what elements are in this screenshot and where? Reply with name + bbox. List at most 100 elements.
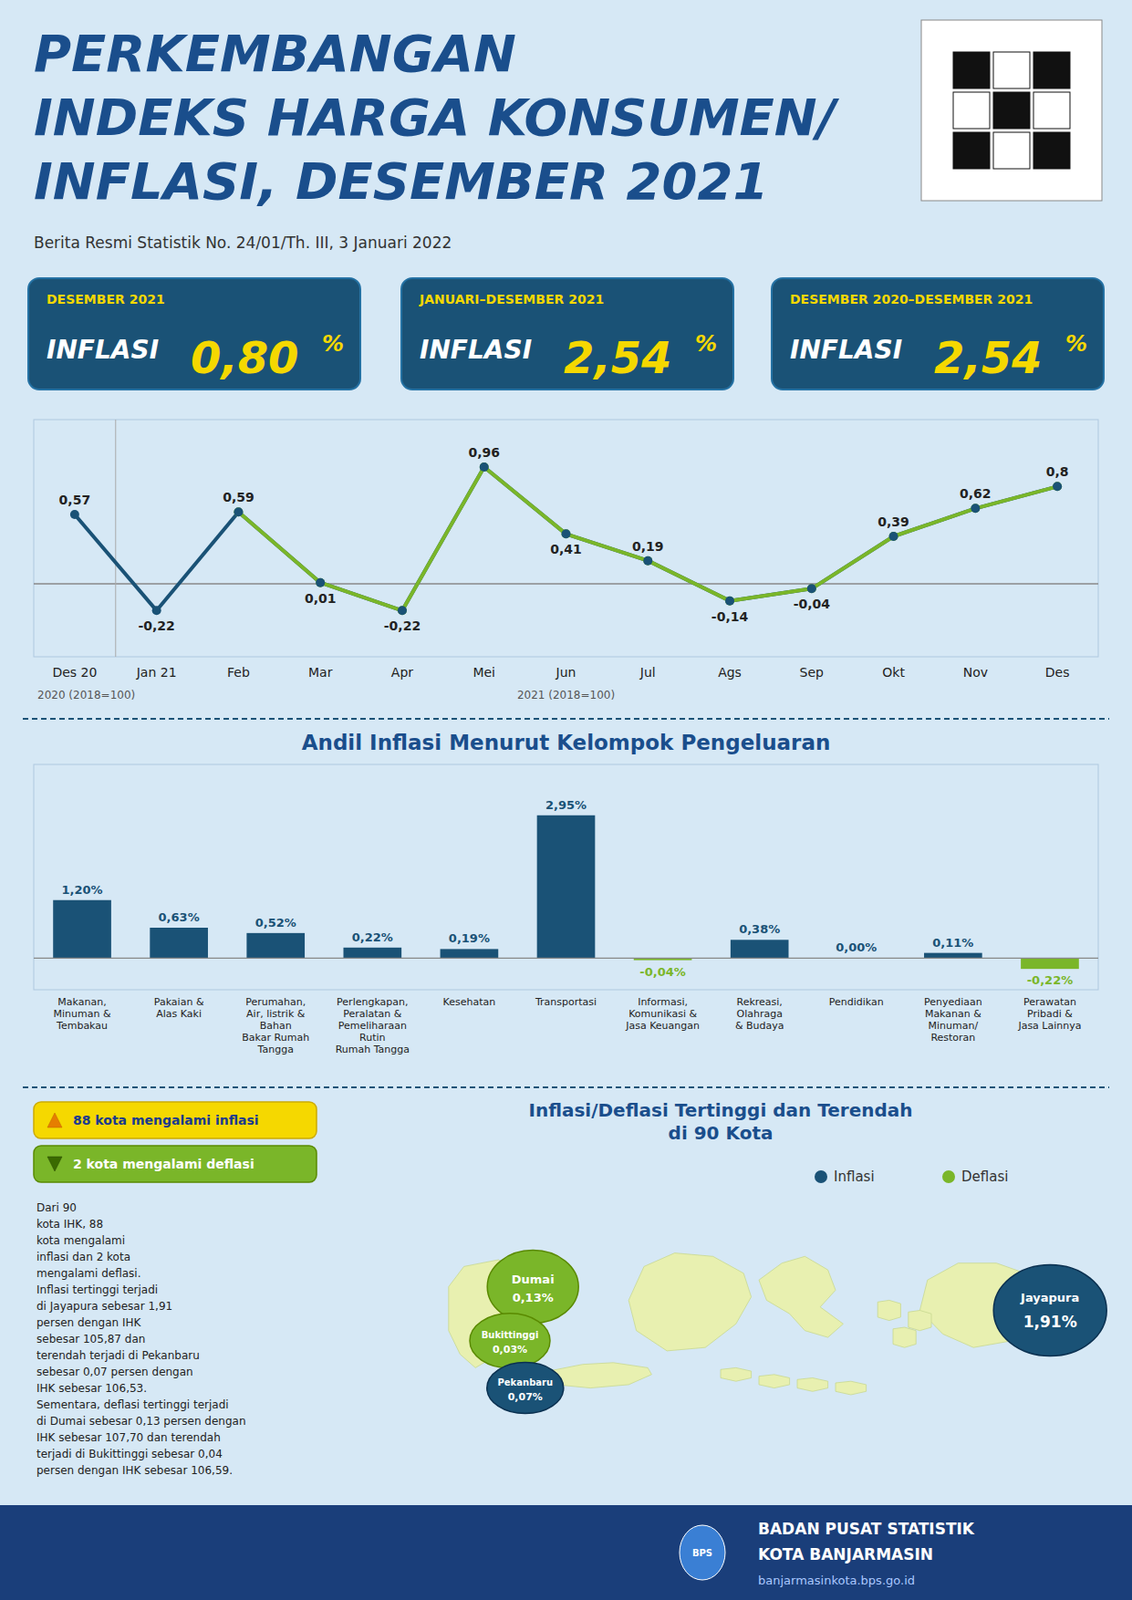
text-line: Jan 21	[135, 664, 177, 680]
data-label: 0,52%	[255, 915, 297, 930]
zero-line	[33, 582, 1099, 585]
text-line: 0,19	[632, 539, 665, 554]
text-line: BPS	[692, 1547, 713, 1558]
text-line: 2020 (2018=100)	[37, 688, 136, 702]
text-line: IHK sebesar 107,70 dan terendah	[36, 1431, 221, 1444]
data-label: 0,22%	[352, 930, 394, 945]
text-line: 0,39	[877, 514, 910, 530]
qr-pattern	[953, 132, 990, 169]
info-box-label: JANUARI–DESEMBER 2021	[418, 291, 604, 307]
series-point	[315, 578, 325, 588]
qr-pattern	[1033, 51, 1070, 89]
text-line: persen dengan IHK	[36, 1316, 143, 1330]
info-box-unit: %	[1065, 331, 1088, 357]
city-value: 0,07%	[508, 1391, 543, 1403]
x-tick-label: Feb	[227, 664, 250, 680]
text-line: -0,22%	[1027, 973, 1074, 987]
text-line: terendah terjadi di Pekanbaru	[36, 1349, 200, 1362]
series-point	[233, 507, 243, 517]
city-value: 0,13%	[512, 1290, 554, 1305]
city-value: 0,03%	[492, 1343, 528, 1356]
text-line: 0,80	[190, 332, 299, 384]
info-box-bg	[28, 278, 361, 390]
legend-swatch	[814, 1170, 828, 1184]
text-line: terjadi di Bukittinggi sebesar 0,04	[36, 1447, 223, 1461]
series-point	[889, 531, 899, 541]
data-label: 0,62	[959, 486, 992, 501]
text-line: Minuman &	[53, 1007, 112, 1020]
info-box-value: 2,54	[934, 332, 1042, 384]
data-label: 0,41	[550, 541, 582, 557]
bar	[1020, 957, 1080, 969]
text-line: Perumahan,	[245, 996, 306, 1008]
series-point	[807, 583, 817, 593]
legend-label: Inflasi	[833, 1168, 875, 1185]
qr-pattern	[993, 92, 1030, 129]
info-box-value: 0,80	[190, 332, 299, 384]
info-box-kind: INFLASI	[46, 334, 159, 365]
series-line	[238, 467, 1058, 611]
text-line: %	[1065, 331, 1088, 357]
series-point	[152, 605, 162, 615]
bar	[440, 948, 499, 958]
series-point	[397, 605, 407, 615]
city-summary: 88 kota mengalami inflasi2 kota mengalam…	[33, 1101, 317, 1477]
city-name: Dumai	[511, 1272, 555, 1287]
x-tick-label: Ags	[717, 664, 742, 680]
text-line: 0,38%	[738, 922, 780, 936]
plot-frame	[33, 764, 1099, 990]
chart-title: Andil Inflasi Menurut Kelompok Pengeluar…	[301, 730, 831, 755]
text-line: Mar	[308, 664, 333, 680]
x-tick-label: Nov	[963, 664, 988, 680]
data-label: 0,19	[632, 539, 665, 554]
text-line: Berita Resmi Statistik No. 24/01/Th. III…	[33, 233, 452, 252]
plot-marks	[52, 815, 1080, 969]
series-point	[561, 529, 572, 539]
year-separator	[114, 419, 116, 657]
qr-box	[921, 20, 1102, 201]
city-bubble	[469, 1313, 551, 1369]
text-line: Kesehatan	[443, 996, 497, 1008]
data-label: 0,63%	[158, 910, 200, 925]
data-label: 0,19%	[448, 931, 490, 946]
island	[628, 1253, 751, 1351]
text-line: Sep	[799, 664, 825, 680]
text-line: KOTA BANJARMASIN	[758, 1545, 934, 1564]
info-box-unit: %	[321, 331, 344, 357]
series-point	[1052, 481, 1062, 491]
info-box: JANUARI–DESEMBER 2021INFLASI2,54%	[401, 278, 734, 390]
data-label: -0,14	[711, 609, 749, 624]
x-tick-label: Okt	[882, 664, 905, 680]
text-line: Dari 90	[36, 1201, 77, 1215]
text-line: Pemeliharaan	[338, 1019, 407, 1032]
series-point	[233, 507, 243, 517]
x-tick-label: Kesehatan	[443, 996, 497, 1008]
data-label: 0,38%	[738, 922, 780, 936]
island	[908, 1310, 932, 1331]
infographic: PERKEMBANGANINDEKS HARGA KONSUMEN/INFLAS…	[0, 0, 1132, 1600]
text-line: 0,62	[959, 486, 992, 501]
qr-pattern	[1033, 92, 1070, 129]
series-point	[315, 578, 325, 588]
text-line: Apr	[391, 664, 414, 680]
text-line: Air, listrik &	[246, 1007, 306, 1020]
up-icon	[47, 1112, 63, 1128]
text-line: Sementara, deflasi tertinggi terjadi	[36, 1398, 229, 1412]
text-line: 2,54	[934, 332, 1042, 384]
text-line: INFLASI	[46, 334, 159, 365]
text-line: Makanan,	[57, 996, 106, 1008]
text-line: 0,03%	[492, 1343, 528, 1356]
series-point	[397, 605, 407, 615]
info-box: DESEMBER 2021INFLASI0,80%	[28, 278, 361, 390]
text-line: Pakaian &	[154, 996, 205, 1008]
x-tick-label: Mei	[472, 664, 496, 680]
text-line: Jul	[639, 664, 656, 680]
text-line: Nov	[963, 664, 988, 680]
data-label: 2,95%	[545, 798, 587, 812]
x-tick-label: Pendidikan	[829, 996, 884, 1008]
data-label: 0,39	[877, 514, 910, 530]
text-line: Bukittinggi	[481, 1329, 540, 1340]
data-label: 0,01	[304, 591, 337, 606]
text-line: %	[321, 331, 344, 357]
x-tick-label: Jun	[555, 664, 577, 680]
